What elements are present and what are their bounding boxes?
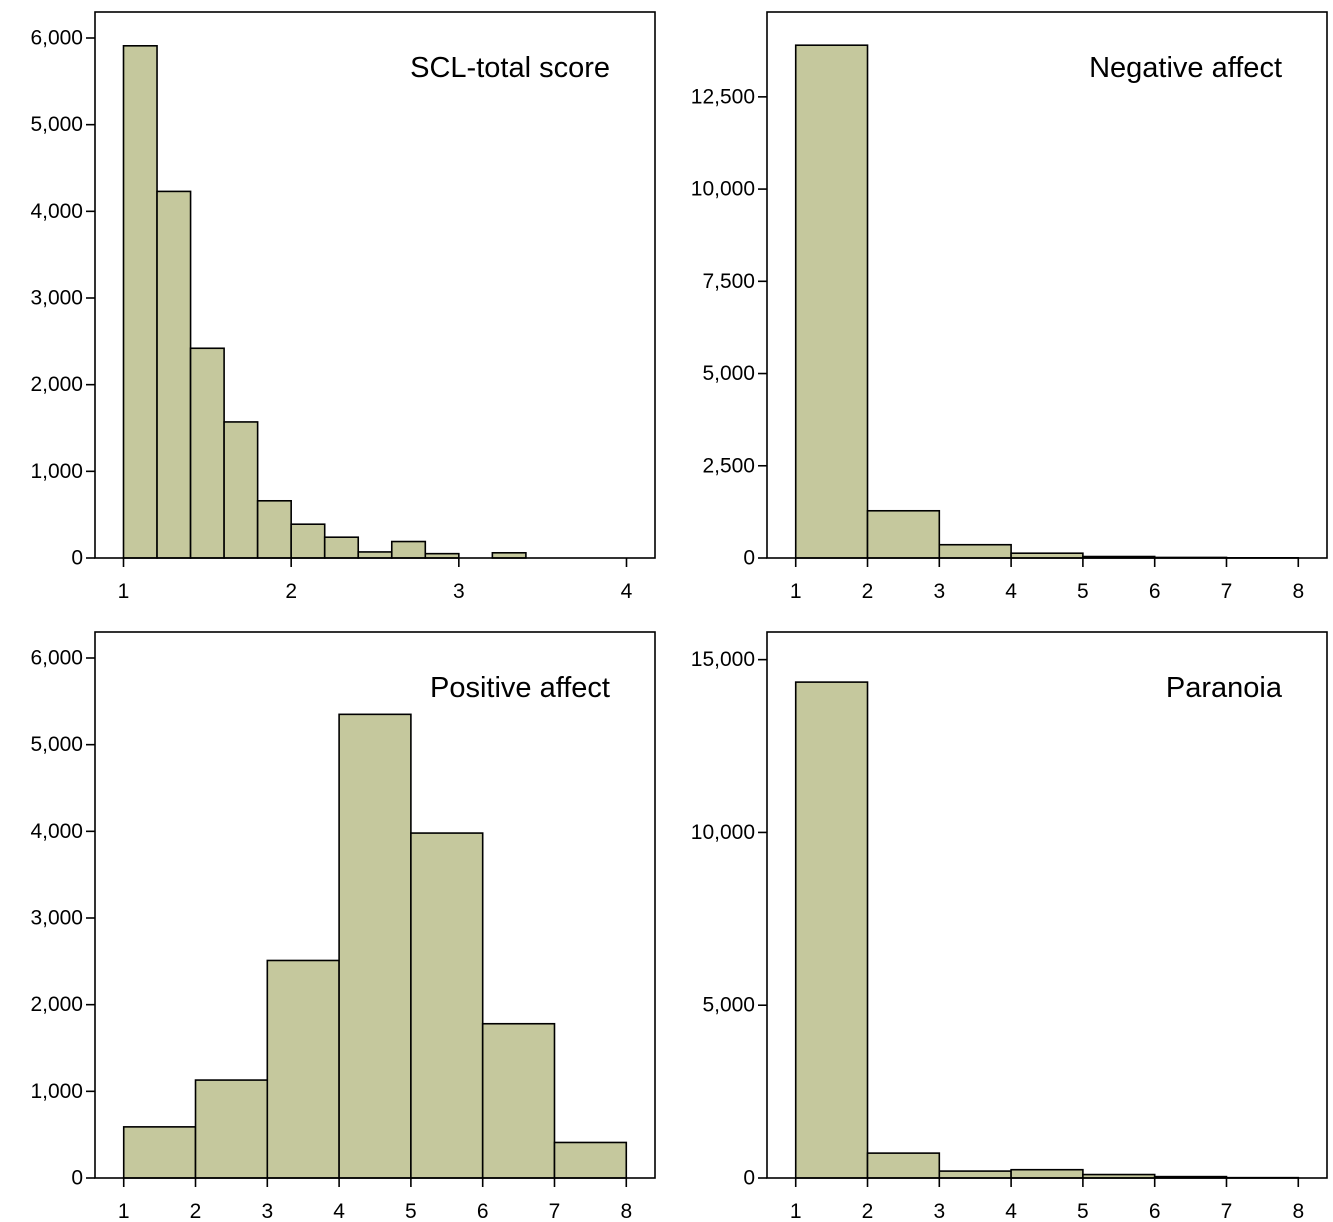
plot-frame-scl-total-score — [94, 11, 656, 559]
y-tick-label-scl-total-score: 6,000 — [30, 27, 83, 50]
x-tick-label-negative-affect: 4 — [1005, 580, 1017, 603]
histogram-panel-positive-affect: 0 1,000 2,000 3,000 4,000 5,000 6,000 1 2 3 4 5 6 7 8 P… — [30, 631, 656, 1222]
bar-paranoia-bin-2 — [866, 1152, 941, 1179]
y-tick-label-negative-affect: 2,500 — [702, 454, 755, 477]
x-tick-label-paranoia: 4 — [1005, 1200, 1017, 1222]
bar-negative-affect-bin-2 — [866, 509, 941, 559]
bar-scl-total-score-bin-4 — [223, 421, 259, 559]
y-tick-label-scl-total-score: 5,000 — [30, 113, 83, 136]
panel-title-paranoia: Paranoia — [1166, 672, 1283, 704]
x-tick-label-positive-affect: 6 — [477, 1200, 489, 1222]
x-tick-label-negative-affect: 2 — [862, 580, 874, 603]
bar-paranoia-bin-1 — [794, 681, 869, 1179]
y-tick-label-scl-total-score: 1,000 — [30, 460, 83, 483]
x-tick-label-paranoia: 1 — [790, 1200, 802, 1222]
bar-negative-affect-bin-3 — [938, 543, 1012, 559]
x-tick-label-paranoia: 6 — [1149, 1200, 1161, 1222]
plot-frame-paranoia — [766, 631, 1328, 1179]
y-tick-label-negative-affect: 5,000 — [702, 362, 755, 385]
bar-paranoia-bin-3 — [938, 1170, 1012, 1179]
x-tick-label-paranoia: 3 — [933, 1200, 945, 1222]
x-tick-label-positive-affect: 1 — [118, 1200, 130, 1222]
x-tick-label-negative-affect: 8 — [1292, 580, 1304, 603]
panel-title-positive-affect: Positive affect — [430, 672, 610, 704]
y-tick-label-negative-affect: 10,000 — [691, 178, 755, 201]
y-tick-label-scl-total-score: 4,000 — [30, 200, 83, 223]
x-tick-label-positive-affect: 8 — [620, 1200, 632, 1222]
x-tick-label-paranoia: 5 — [1077, 1200, 1089, 1222]
histogram-panel-scl-total-score: 0 1,000 2,000 3,000 4,000 5,000 6,000 1 2 3 4 SCL-t… — [30, 11, 656, 603]
x-tick-label-positive-affect: 3 — [261, 1200, 273, 1222]
x-tick-label-positive-affect: 5 — [405, 1200, 417, 1222]
bar-scl-total-score-bin-9 — [390, 540, 427, 559]
bar-scl-total-score-bin-5 — [256, 499, 292, 559]
bar-positive-affect-bin-4 — [338, 713, 412, 1179]
plot-frame-positive-affect — [94, 631, 656, 1179]
x-tick-label-paranoia: 7 — [1221, 1200, 1233, 1222]
panel-title-negative-affect: Negative affect — [1089, 52, 1282, 84]
y-tick-label-paranoia: 15,000 — [691, 648, 755, 671]
plot-frame-negative-affect — [766, 11, 1328, 559]
y-tick-label-positive-affect: 5,000 — [30, 733, 83, 756]
y-tick-label-negative-affect: 12,500 — [691, 85, 755, 108]
x-tick-label-negative-affect: 3 — [933, 580, 945, 603]
bar-scl-total-score-bin-2 — [156, 190, 192, 559]
bar-positive-affect-bin-7 — [553, 1141, 628, 1179]
x-tick-label-paranoia: 2 — [862, 1200, 874, 1222]
x-tick-label-positive-affect: 4 — [333, 1200, 345, 1222]
bar-positive-affect-bin-1 — [122, 1126, 197, 1179]
x-tick-label-negative-affect: 5 — [1077, 580, 1089, 603]
x-tick-label-scl-total-score: 2 — [285, 580, 297, 603]
x-tick-label-paranoia: 8 — [1292, 1200, 1304, 1222]
bar-positive-affect-bin-3 — [266, 959, 340, 1179]
bar-paranoia-bin-4 — [1010, 1168, 1084, 1179]
bar-positive-affect-bin-6 — [481, 1022, 556, 1179]
bar-scl-total-score-bin-1 — [122, 44, 158, 559]
histogram-panel-paranoia: 0 5,000 10,000 15,000 1 2 3 4 5 6 7 8 Paranoia — [691, 631, 1328, 1222]
y-tick-label-negative-affect: 0 — [743, 547, 755, 570]
bar-positive-affect-bin-2 — [194, 1079, 269, 1179]
x-tick-label-positive-affect: 2 — [190, 1200, 202, 1222]
y-tick-label-paranoia: 10,000 — [691, 821, 755, 844]
bar-scl-total-score-bin-8 — [357, 551, 393, 559]
y-tick-label-positive-affect: 3,000 — [30, 907, 83, 930]
x-tick-label-negative-affect: 7 — [1221, 580, 1233, 603]
x-tick-label-scl-total-score: 3 — [453, 580, 465, 603]
y-tick-label-positive-affect: 0 — [71, 1167, 83, 1190]
y-tick-label-positive-affect: 1,000 — [30, 1080, 83, 1103]
y-tick-label-negative-affect: 7,500 — [702, 270, 755, 293]
panel-title-scl-total-score: SCL-total score — [410, 52, 610, 84]
y-tick-label-scl-total-score: 0 — [71, 547, 83, 570]
x-tick-label-scl-total-score: 1 — [118, 580, 130, 603]
bar-scl-total-score-bin-7 — [323, 536, 360, 559]
x-tick-label-scl-total-score: 4 — [621, 580, 633, 603]
x-tick-label-negative-affect: 6 — [1149, 580, 1161, 603]
histogram-panel-negative-affect: 0 2,500 5,000 7,500 10,000 12,500 1 2 3 4 5 6 7 8 Nega… — [691, 11, 1328, 603]
bar-negative-affect-bin-1 — [794, 44, 869, 559]
x-tick-label-negative-affect: 1 — [790, 580, 802, 603]
x-tick-label-positive-affect: 7 — [549, 1200, 561, 1222]
y-tick-label-scl-total-score: 2,000 — [30, 373, 83, 396]
y-tick-label-positive-affect: 4,000 — [30, 820, 83, 843]
bar-positive-affect-bin-5 — [410, 832, 484, 1179]
y-tick-label-paranoia: 0 — [743, 1167, 755, 1190]
y-tick-label-positive-affect: 6,000 — [30, 647, 83, 670]
y-tick-label-positive-affect: 2,000 — [30, 993, 83, 1016]
bar-scl-total-score-bin-6 — [290, 523, 326, 559]
y-tick-label-scl-total-score: 3,000 — [30, 287, 83, 310]
bar-scl-total-score-bin-3 — [189, 347, 225, 559]
y-tick-label-paranoia: 5,000 — [702, 994, 755, 1017]
